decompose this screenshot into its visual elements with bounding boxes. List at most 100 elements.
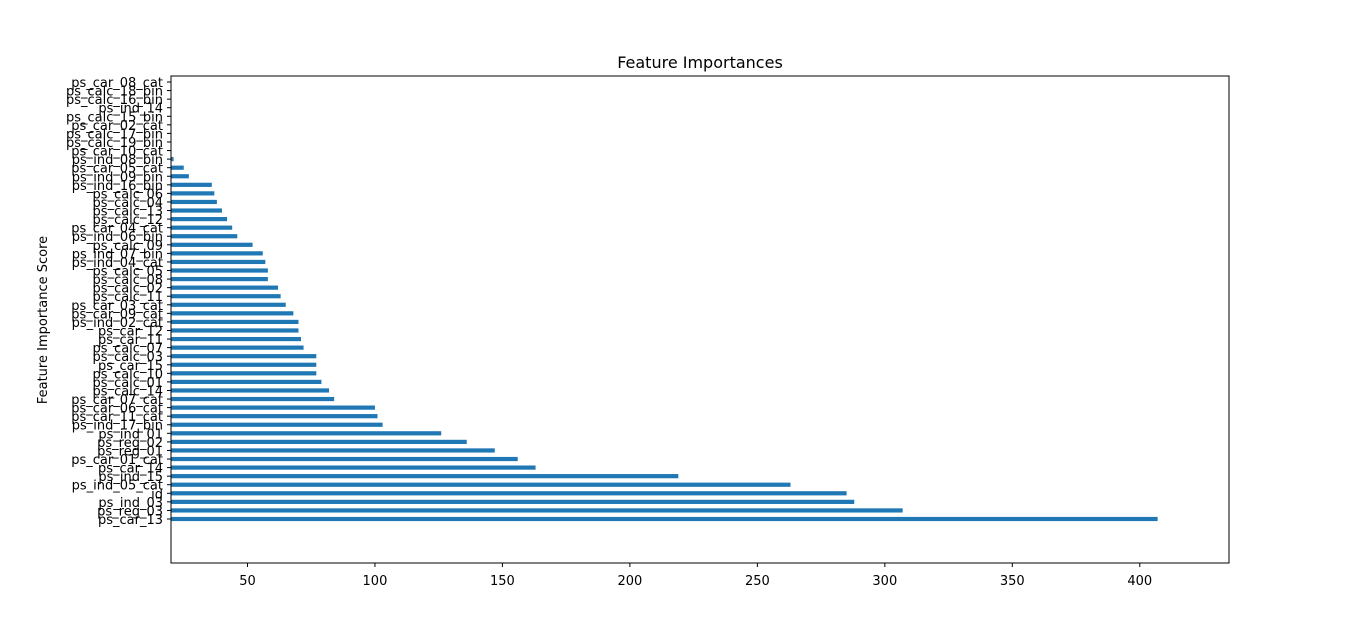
bar-ps_calc_13 xyxy=(171,208,222,213)
bar-ps_ind_05_cat xyxy=(171,482,791,487)
bar-ps_calc_04 xyxy=(171,199,217,205)
y-tick-label: ps_calc_18_bin xyxy=(66,85,163,100)
bar-ps_reg_01 xyxy=(171,448,495,453)
bar-ps_ind_17_bin xyxy=(171,422,383,427)
y-ticks-group: ps_car_13ps_reg_03ps_ind_03idps_ind_05_c… xyxy=(66,76,171,528)
y-tick-label: ps_reg_03 xyxy=(97,504,163,519)
y-tick-label: ps_calc_04 xyxy=(93,196,163,211)
plot-frame xyxy=(170,75,1230,564)
y-tick-label: ps_car_05_cat xyxy=(71,162,163,177)
bar-ps_ind_15 xyxy=(171,474,679,479)
bar-ps_car_04_cat xyxy=(171,225,233,230)
y-tick-label: ps_ind_03 xyxy=(98,496,163,511)
y-tick-label: ps_ind_04_cat xyxy=(72,256,163,271)
y-tick-label: ps_car_15 xyxy=(98,359,163,374)
bar-ps_ind_02_cat xyxy=(171,319,299,325)
bar-ps_calc_06 xyxy=(171,191,215,196)
y-tick-label: ps_calc_07 xyxy=(93,342,163,357)
y-tick-label: ps_car_04_cat xyxy=(71,222,163,237)
y-tick-label: ps_ind_14 xyxy=(98,102,163,117)
x-tick-label: 250 xyxy=(745,574,770,589)
bar-ps_calc_14 xyxy=(171,388,330,393)
bar-ps_ind_03 xyxy=(171,499,855,504)
bars-group xyxy=(171,157,1158,522)
bar-ps_car_11 xyxy=(171,336,302,342)
bar-ps_car_01_cat xyxy=(171,456,518,462)
y-tick-label: ps_car_06_cat xyxy=(71,402,163,417)
bar-ps_ind_09_bin xyxy=(171,174,189,179)
y-tick-label: ps_calc_12 xyxy=(93,213,163,228)
y-tick-label: ps_ind_17_bin xyxy=(72,419,163,434)
y-tick-label: ps_car_11 xyxy=(98,333,163,348)
y-tick-label: ps_car_07_cat xyxy=(71,393,163,408)
x-tick-label: 400 xyxy=(1127,574,1152,589)
y-tick-label: ps_calc_11 xyxy=(93,290,163,305)
bar-ps_car_05_cat xyxy=(171,165,184,170)
y-tick-label: ps_calc_06 xyxy=(93,187,163,202)
bar-ps_reg_02 xyxy=(171,439,467,444)
x-tick-label: 300 xyxy=(872,574,897,589)
bar-ps_calc_10 xyxy=(171,371,317,376)
y-tick-label: ps_calc_16_bin xyxy=(66,93,163,108)
y-tick-label: ps_ind_01 xyxy=(98,427,163,442)
y-tick-label: ps_car_14 xyxy=(98,462,163,477)
y-tick-label: ps_ind_05_cat xyxy=(72,479,163,494)
y-tick-label: ps_reg_01 xyxy=(97,444,163,459)
y-tick-label: ps_calc_02 xyxy=(93,282,163,297)
y-tick-label: ps_car_03_cat xyxy=(71,299,163,314)
bar-ps_ind_07_bin xyxy=(171,251,263,256)
x-tick-label: 200 xyxy=(617,574,642,589)
x-tick-label: 50 xyxy=(239,574,256,589)
bar-ps_calc_02 xyxy=(171,285,279,290)
y-tick-label: ps_car_11_cat xyxy=(71,410,163,425)
y-tick-label: ps_car_02_cat xyxy=(71,119,163,134)
bar-ps_car_09_cat xyxy=(171,311,294,316)
y-tick-label: ps_calc_05 xyxy=(93,265,163,280)
y-tick-label: ps_calc_17_bin xyxy=(66,127,163,142)
y-tick-label: ps_car_10_cat xyxy=(71,145,163,160)
y-tick-label: ps_car_08_cat xyxy=(71,76,163,91)
bar-ps_calc_08 xyxy=(171,276,268,282)
y-tick-label: ps_car_13 xyxy=(98,513,163,528)
x-ticks-group: 50 100 150 200 250 300 350 400 xyxy=(239,563,1152,589)
y-tick-label: ps_ind_16_bin xyxy=(72,179,163,194)
y-tick-label: ps_car_09_cat xyxy=(71,307,163,322)
bar-ps_calc_05 xyxy=(171,268,268,273)
y-tick-label: ps_ind_06_bin xyxy=(72,230,163,245)
x-tick-label: 100 xyxy=(363,574,388,589)
bar-ps_ind_01 xyxy=(171,431,442,436)
y-tick-label: ps_calc_10 xyxy=(93,367,163,382)
bar-ps_calc_07 xyxy=(171,345,304,350)
bar-ps_car_14 xyxy=(171,465,536,470)
bar-ps_calc_09 xyxy=(171,242,253,247)
bar-ps_reg_03 xyxy=(171,508,903,513)
y-tick-label: ps_calc_09 xyxy=(93,239,163,254)
y-tick-label: ps_car_01_cat xyxy=(71,453,163,468)
bar-id xyxy=(171,491,847,496)
y-tick-label: ps_calc_08 xyxy=(93,273,163,288)
bar-ps_car_06_cat xyxy=(171,405,375,410)
y-tick-label: ps_calc_19_bin xyxy=(66,136,163,151)
bar-ps_car_12 xyxy=(171,328,299,333)
bar-ps_ind_08_bin xyxy=(171,157,174,162)
y-tick-label: ps_ind_07_bin xyxy=(72,247,163,262)
bar-ps_ind_06_bin xyxy=(171,234,238,239)
y-tick-label: ps_ind_08_bin xyxy=(72,153,163,168)
y-tick-label: ps_calc_03 xyxy=(93,350,163,365)
bar-ps_calc_01 xyxy=(171,379,322,385)
bar-ps_car_15 xyxy=(171,362,317,367)
bar-ps_car_13 xyxy=(171,516,1158,522)
chart-title: Feature Importances xyxy=(617,53,783,72)
x-tick-label: 150 xyxy=(490,574,515,589)
y-tick-label: id xyxy=(151,487,163,502)
bar-ps_car_07_cat xyxy=(171,396,335,402)
y-tick-label: ps_calc_13 xyxy=(93,205,163,220)
bar-ps_ind_04_cat xyxy=(171,259,266,265)
bar-ps_calc_11 xyxy=(171,294,281,299)
y-tick-label: ps_ind_15 xyxy=(98,470,163,485)
y-tick-label: ps_ind_09_bin xyxy=(72,170,163,185)
y-tick-label: ps_car_12 xyxy=(98,324,163,339)
y-axis-label: Feature Importance Score xyxy=(36,236,51,404)
y-tick-label: ps_calc_15_bin xyxy=(66,110,163,125)
bar-ps_car_11_cat xyxy=(171,414,378,419)
